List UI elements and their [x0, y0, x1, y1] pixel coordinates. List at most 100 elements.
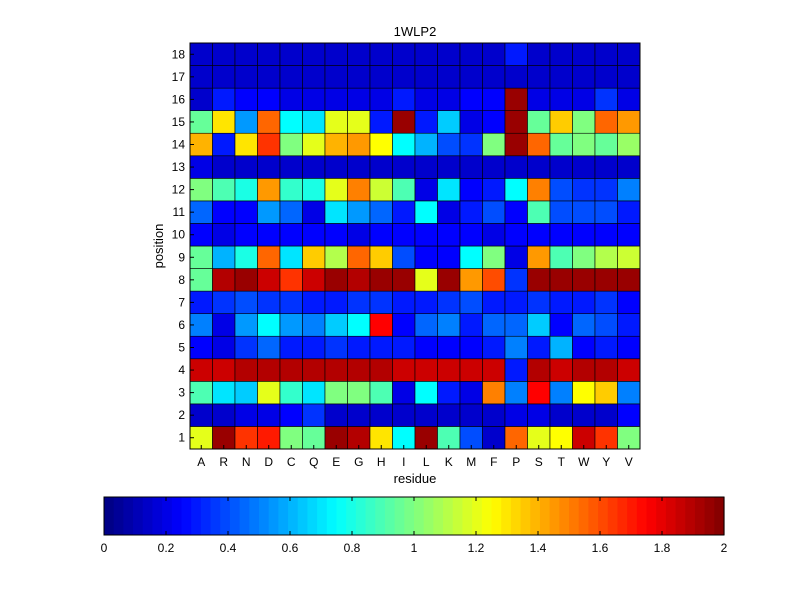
heatmap-cell — [212, 403, 236, 427]
heatmap-cell — [392, 110, 416, 134]
colorbar-segment — [210, 497, 221, 535]
heatmap-cell — [369, 42, 393, 66]
heatmap-cell — [414, 132, 438, 157]
heatmap-cell — [549, 200, 573, 224]
heatmap-cell — [482, 223, 506, 247]
heatmap-cell — [414, 87, 438, 111]
heatmap-cell — [257, 132, 281, 157]
heatmap-cell — [437, 313, 461, 337]
colorbar-segment — [288, 497, 299, 535]
heatmap-cell — [572, 268, 596, 292]
heatmap-cell — [594, 87, 618, 111]
heatmap-cell — [279, 178, 303, 202]
heatmap-cell — [459, 87, 483, 111]
x-tick-label: N — [242, 455, 251, 469]
heatmap-cell — [459, 403, 483, 427]
heatmap-cell — [302, 42, 326, 66]
heatmap-cell — [369, 178, 393, 202]
heatmap-cell — [369, 200, 393, 224]
colorbar-segment — [569, 497, 580, 535]
heatmap-cell — [617, 178, 641, 202]
heatmap-cell — [257, 87, 281, 111]
heatmap-cell — [234, 178, 258, 202]
heatmap-cell — [212, 381, 236, 405]
heatmap-cell — [392, 132, 416, 157]
colorbar-segment — [297, 497, 309, 535]
heatmap-cell — [459, 110, 483, 134]
heatmap-cell — [527, 87, 551, 111]
heatmap-cell — [617, 87, 641, 111]
colorbar-segment — [462, 497, 473, 535]
colorbar-tick-label: 0 — [101, 541, 108, 555]
heatmap-cell — [549, 381, 573, 405]
heatmap-cell — [302, 268, 326, 292]
heatmap-cell — [437, 42, 461, 66]
heatmap-cell — [572, 403, 596, 427]
colorbar-segment — [278, 497, 289, 535]
heatmap-cell — [482, 403, 506, 427]
heatmap-cell — [572, 42, 596, 66]
x-tick-label: Y — [602, 455, 610, 469]
heatmap-cell — [347, 268, 371, 292]
heatmap-cell — [549, 245, 573, 269]
heatmap-cell — [324, 245, 348, 269]
heatmap-cell — [302, 155, 326, 179]
heatmap-cell — [437, 87, 461, 111]
chart-title: 1WLP2 — [394, 24, 437, 39]
y-tick-label: 9 — [178, 250, 185, 264]
heatmap-cell — [594, 268, 618, 292]
heatmap-cell — [594, 200, 618, 224]
heatmap-cell — [257, 290, 281, 314]
heatmap-cell — [504, 65, 528, 89]
heatmap-cell — [212, 155, 236, 179]
heatmap-cell — [257, 358, 281, 382]
heatmap-cell — [459, 155, 483, 179]
x-tick-label: I — [402, 455, 405, 469]
heatmap-cell — [549, 65, 573, 89]
heatmap-cell — [459, 132, 483, 157]
heatmap-cell — [212, 42, 236, 66]
colorbar-segment — [200, 497, 212, 535]
heatmap-cell — [527, 110, 551, 134]
heatmap-cell — [369, 110, 393, 134]
heatmap-cell — [392, 65, 416, 89]
heatmap-cell — [212, 132, 236, 157]
heatmap-cell — [279, 132, 303, 157]
heatmap-cell — [392, 42, 416, 66]
heatmap-cell — [617, 223, 641, 247]
colorbar-segment — [191, 497, 202, 535]
heatmap-cell — [369, 87, 393, 111]
heatmap-cell — [279, 245, 303, 269]
heatmap-cell — [234, 245, 258, 269]
heatmap-cell — [549, 335, 573, 360]
heatmap-cell — [414, 42, 438, 66]
heatmap-cell — [594, 155, 618, 179]
heatmap-cell — [279, 290, 303, 314]
heatmap-cell — [392, 381, 416, 405]
heatmap-cell — [549, 290, 573, 314]
heatmap-cell — [504, 110, 528, 134]
heatmap-cell — [369, 155, 393, 179]
heatmap-cell — [324, 290, 348, 314]
heatmap-cell — [504, 268, 528, 292]
colorbar-segment — [443, 497, 454, 535]
heatmap-cells — [189, 42, 641, 450]
heatmap-cell — [504, 290, 528, 314]
heatmap-cell — [594, 178, 618, 202]
colorbar-segment — [317, 497, 328, 535]
heatmap-cell — [459, 178, 483, 202]
colorbar-segment — [656, 497, 667, 535]
heatmap-cell — [212, 87, 236, 111]
heatmap-cell — [324, 87, 348, 111]
colorbar-segment — [598, 497, 609, 535]
heatmap-cell — [617, 42, 641, 66]
colorbar-ticks: 0 0.2 0.4 0.6 0.8 1 1.2 1.4 1.6 1.8 2 — [101, 497, 728, 555]
heatmap-cell — [482, 358, 506, 382]
heatmap-cell — [414, 65, 438, 89]
heatmap-cell — [504, 155, 528, 179]
heatmap-cell — [257, 313, 281, 337]
heatmap-cell — [527, 65, 551, 89]
colorbar-segment — [220, 497, 231, 535]
colorbar-segment — [559, 497, 570, 535]
